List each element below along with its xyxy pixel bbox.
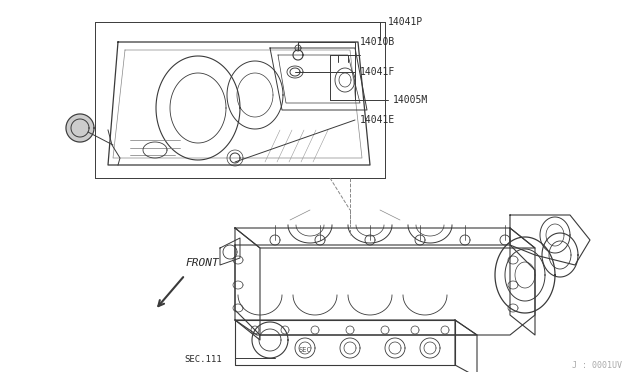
Text: SEC: SEC bbox=[299, 347, 312, 353]
Polygon shape bbox=[66, 114, 94, 142]
Text: 14041F: 14041F bbox=[360, 67, 396, 77]
Text: 14005M: 14005M bbox=[393, 95, 428, 105]
Text: SEC.111: SEC.111 bbox=[184, 356, 222, 365]
Text: J : 0001UV: J : 0001UV bbox=[572, 360, 622, 369]
Text: 14041E: 14041E bbox=[360, 115, 396, 125]
Text: 14041P: 14041P bbox=[388, 17, 423, 27]
Text: FRONT: FRONT bbox=[185, 258, 219, 268]
Text: 14010B: 14010B bbox=[360, 37, 396, 47]
